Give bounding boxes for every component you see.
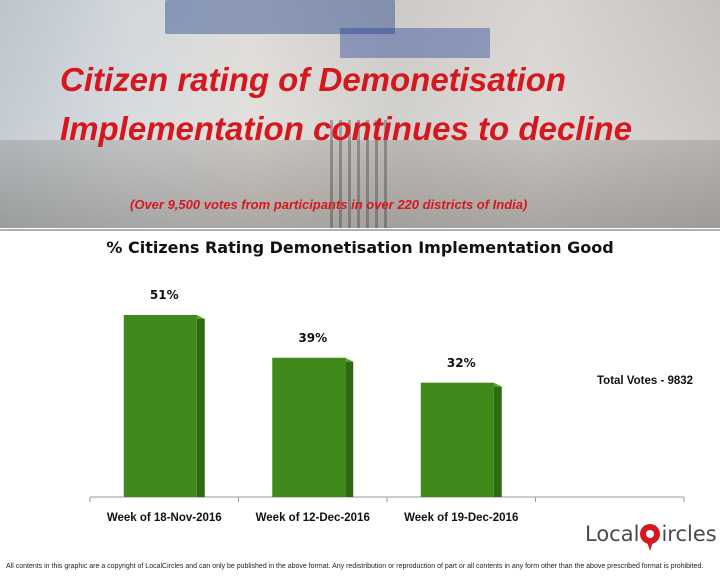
category-label-2: Week of 12-Dec-2016: [256, 512, 370, 524]
gate-photo-area: [330, 120, 390, 228]
header-photo-banner: Citizen rating of Demonetisation Impleme…: [0, 0, 720, 228]
bar-side-face: [493, 382, 502, 497]
bar-front-face: [272, 357, 346, 497]
location-pin-icon: [640, 524, 661, 551]
value-label-1: 51%: [150, 288, 179, 302]
category-label-3: Week of 19-Dec-2016: [404, 512, 518, 524]
bar-side-face: [196, 315, 205, 497]
bar-front-face: [420, 382, 494, 497]
header-divider: [0, 229, 720, 231]
hdfc-signboard: [340, 28, 490, 58]
logo-text-right: ircles: [661, 522, 717, 546]
bank-signboard: [165, 0, 395, 34]
x-axis-ticks: Week of 18-Nov-2016 Week of 12-Dec-2016 We…: [89, 497, 685, 524]
slide-subtitle: (Over 9,500 votes from participants in o…: [130, 197, 528, 212]
category-label-1: Week of 18-Nov-2016: [107, 512, 222, 524]
bar-front-face: [123, 315, 197, 497]
bar-3: [420, 382, 502, 497]
localcircles-logo: Local ircles: [585, 522, 717, 551]
value-label-2: 39%: [298, 331, 327, 345]
bars-group: 51% 39% 32%: [123, 288, 502, 497]
bar-2: [272, 357, 354, 497]
value-label-3: 32%: [447, 356, 476, 370]
logo-text-left: Local: [585, 522, 640, 546]
crowd-photo-area: [0, 140, 720, 228]
slide-title: Citizen rating of Demonetisation Impleme…: [60, 61, 633, 147]
copyright-disclaimer: All contents in this graphic are a copyr…: [6, 563, 704, 570]
bar-side-face: [345, 357, 354, 497]
chart-title: % Citizens Rating Demonetisation Impleme…: [106, 238, 614, 257]
bar-1: [123, 315, 205, 497]
total-votes-annotation: Total Votes - 9832: [597, 375, 694, 387]
